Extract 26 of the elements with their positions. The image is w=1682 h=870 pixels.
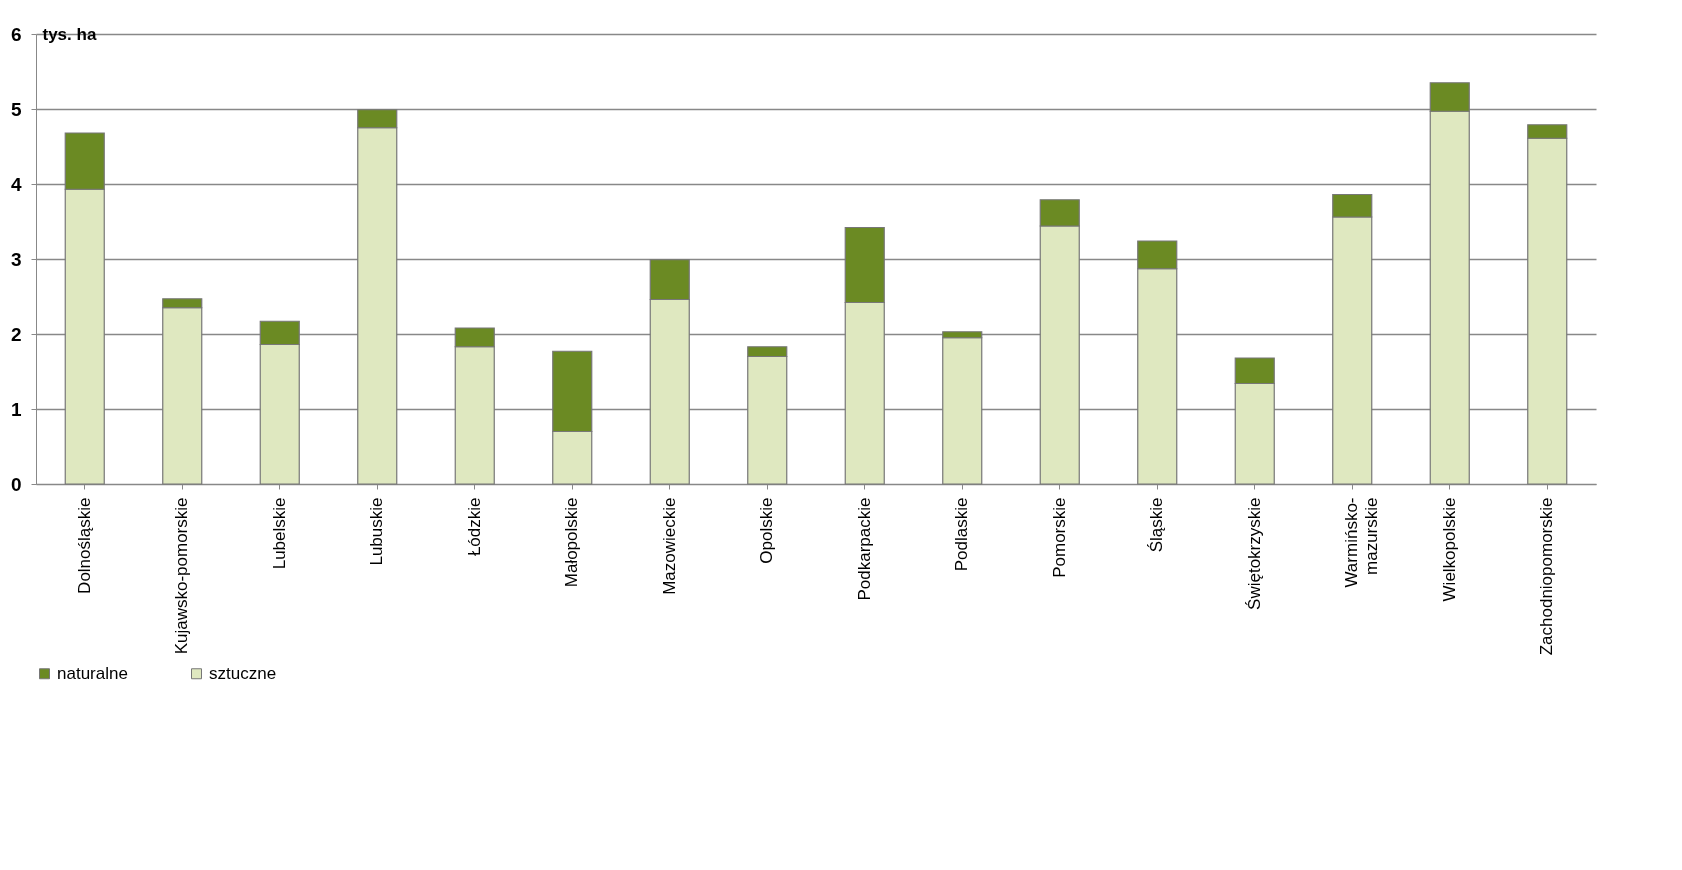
y-tick-label: 0 bbox=[10, 473, 22, 495]
x-tick-label: Warmińsko- mazurskie bbox=[1342, 497, 1382, 588]
x-tick-label: Opolskie bbox=[757, 497, 777, 564]
x-tick-label: Lubelskie bbox=[269, 497, 289, 570]
y-tick-label: 1 bbox=[10, 398, 22, 420]
y-tick-label: 5 bbox=[10, 98, 22, 120]
x-tick-label: Podlaskie bbox=[952, 497, 972, 572]
x-tick-label: Małopolskie bbox=[562, 497, 582, 588]
x-tick-label: Mazowieckie bbox=[659, 497, 679, 595]
x-tick-label: Łódzkie bbox=[464, 497, 484, 557]
legend-label: naturalne bbox=[57, 663, 128, 683]
x-tick-label: Wielkopolskie bbox=[1439, 497, 1459, 602]
x-tick-label: Pomorskie bbox=[1049, 497, 1069, 578]
y-tick-label: 2 bbox=[10, 323, 22, 345]
y-tick-label: 4 bbox=[10, 173, 22, 195]
x-tick-label: Lubuskie bbox=[367, 497, 387, 566]
x-tick-label: Zachodniopomorskie bbox=[1537, 497, 1557, 656]
x-tick-label: Podkarpackie bbox=[854, 497, 874, 601]
y-tick-label: 3 bbox=[10, 248, 22, 270]
x-tick-label: Śląskie bbox=[1147, 497, 1167, 553]
x-tick-label: Dolnośląskie bbox=[74, 497, 94, 594]
x-tick-label: Świętokrzyskie bbox=[1244, 497, 1264, 610]
y-tick-label: 6 bbox=[10, 23, 22, 45]
y-axis-title: tys. ha bbox=[42, 24, 97, 44]
legend-label: sztuczne bbox=[209, 663, 277, 683]
x-tick-label: Kujawsko-pomorskie bbox=[172, 497, 192, 655]
